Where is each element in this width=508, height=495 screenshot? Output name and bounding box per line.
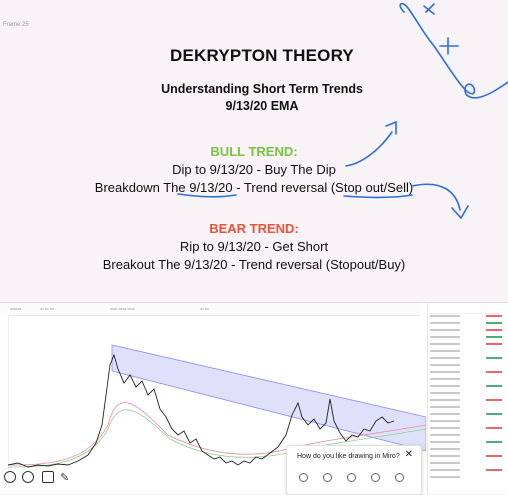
feedback-popup: How do you like drawing in Miro? ✕ bbox=[286, 445, 422, 495]
watchlist-panel bbox=[427, 303, 508, 494]
ink-cross-1 bbox=[423, 3, 435, 15]
close-icon[interactable]: ✕ bbox=[404, 449, 413, 460]
drawing-tools-column bbox=[0, 315, 9, 480]
price-chart bbox=[8, 344, 426, 468]
feedback-question: How do you like drawing in Miro? bbox=[297, 453, 400, 460]
bull-trend-heading: BULL TREND: bbox=[210, 144, 298, 159]
emoji-very-good-icon[interactable] bbox=[395, 473, 404, 482]
emoji-good-icon[interactable] bbox=[371, 473, 380, 482]
comment-icon[interactable] bbox=[42, 471, 54, 483]
clock-icon[interactable] bbox=[22, 471, 34, 483]
pen-icon[interactable]: ✎ bbox=[60, 472, 70, 484]
subtitle-line-2: 9/13/20 EMA bbox=[225, 99, 299, 113]
symbol-placeholder: ▭▭▭ bbox=[10, 306, 22, 311]
emoji-very-bad-icon[interactable] bbox=[299, 473, 308, 482]
watchlist-header bbox=[430, 307, 500, 314]
ema-line-green bbox=[8, 409, 426, 468]
emoji-neutral-icon[interactable] bbox=[347, 473, 356, 482]
slide-title: DEKRYPTON THEORY bbox=[170, 46, 354, 65]
ink-underline-stop bbox=[343, 194, 413, 199]
emoji-bad-icon[interactable] bbox=[323, 473, 332, 482]
bear-trend-heading: BEAR TREND: bbox=[209, 221, 299, 236]
subtitle-line-1: Understanding Short Term Trends bbox=[161, 82, 363, 96]
price-series bbox=[8, 353, 395, 468]
grid-icon[interactable] bbox=[4, 471, 16, 483]
toolbar-placeholder-1: ▭ ▭ ▭ bbox=[40, 306, 54, 311]
frame-label: Frame 25 bbox=[3, 22, 29, 28]
chart-toolbar: ▭▭▭ ▭ ▭ ▭ ▭▭ ▭▭ ▭▭ ▭ ▭ bbox=[0, 303, 420, 316]
bull-trend-line-1: Dip to 9/13/20 - Buy The Dip bbox=[172, 162, 336, 177]
toolbar-placeholder-2: ▭▭ ▭▭ ▭▭ bbox=[110, 306, 135, 311]
ink-arrow-down-head bbox=[451, 205, 469, 220]
trading-chart-panel: ▭▭▭ ▭ ▭ ▭ ▭▭ ▭▭ ▭▭ ▭ ▭ bbox=[0, 302, 508, 494]
bear-trend-line-1: Rip to 9/13/20 - Get Short bbox=[179, 239, 329, 254]
ema-line-red bbox=[8, 402, 426, 466]
ink-arrow-up-head bbox=[385, 120, 397, 135]
bull-trend-line-2: Breakdown The 9/13/20 - Trend reversal (… bbox=[94, 180, 414, 195]
bear-trend-line-2: Breakout The 9/13/20 - Trend reversal (S… bbox=[102, 257, 406, 272]
toolbar-placeholder-3: ▭ ▭ bbox=[200, 306, 209, 311]
trend-channel bbox=[111, 344, 426, 452]
watchlist-rows bbox=[430, 315, 502, 478]
